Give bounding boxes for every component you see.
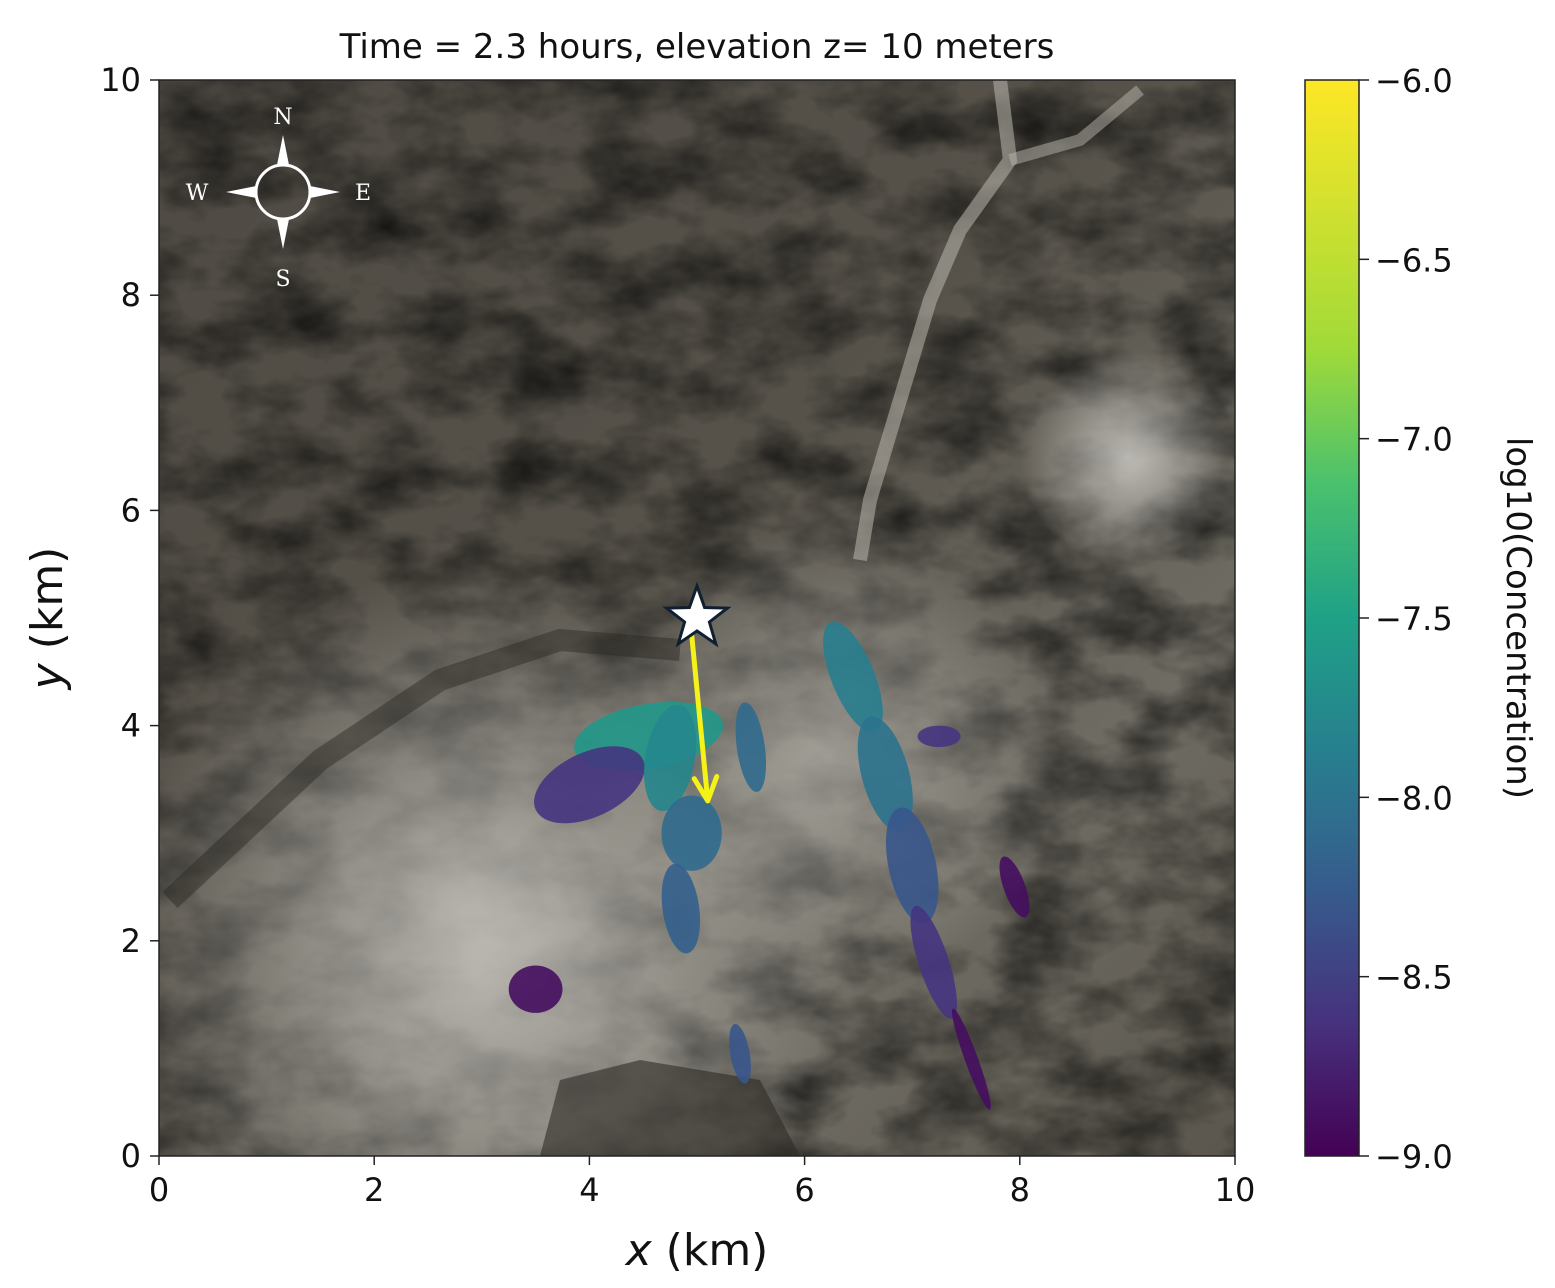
colorbar-tick-label: −6.0 xyxy=(1375,62,1453,100)
x-axis: 0 2 4 6 8 10 xyxy=(149,1156,1256,1209)
y-tick-label: 0 xyxy=(121,1137,141,1175)
compass-n-label: N xyxy=(273,105,292,130)
y-tick-label: 4 xyxy=(121,707,141,745)
plot-frame xyxy=(158,79,1236,1157)
y-tick-label: 8 xyxy=(121,276,141,314)
plume-patch xyxy=(534,746,645,824)
x-axis-label: x (km) xyxy=(624,1225,769,1276)
colorbar-tick-label: −7.0 xyxy=(1375,421,1453,459)
plume-patch xyxy=(910,905,957,1019)
compass-w-label: W xyxy=(186,181,209,206)
y-tick-label: 10 xyxy=(100,61,141,99)
terrain-dark-south xyxy=(540,1060,800,1156)
x-tick-label: 4 xyxy=(579,1171,599,1209)
colorbar-label: log10(Concentration) xyxy=(1498,437,1538,799)
compass-rose: N S E W xyxy=(186,105,371,292)
plume-patch xyxy=(999,856,1030,918)
plume-patch xyxy=(885,807,939,924)
x-tick-label: 10 xyxy=(1215,1171,1256,1209)
plume-patch xyxy=(661,795,722,871)
x-tick-label: 0 xyxy=(149,1171,169,1209)
plume-patch xyxy=(917,725,961,748)
x-tick-label: 8 xyxy=(1010,1171,1030,1209)
colorbar-tick-label: −6.5 xyxy=(1375,241,1453,279)
x-tick-label: 6 xyxy=(794,1171,814,1209)
colorbar xyxy=(1304,79,1360,1157)
compass-needle-s xyxy=(277,219,289,249)
source-star-marker xyxy=(662,581,732,648)
plot-area xyxy=(159,80,1235,1156)
compass-needle-w xyxy=(226,186,256,198)
compass-needle-n xyxy=(277,135,289,165)
plume-patch xyxy=(735,702,767,792)
plume-patch xyxy=(729,1024,751,1084)
plume-patch xyxy=(823,621,883,733)
compass-s-label: S xyxy=(275,267,290,292)
wind-arrow xyxy=(689,631,720,804)
y-tick-label: 2 xyxy=(121,922,141,960)
compass-e-label: E xyxy=(355,181,371,206)
colorbar-tick-label: −9.0 xyxy=(1375,1138,1453,1176)
plume-layer xyxy=(508,621,1030,1110)
terrain-ridge xyxy=(162,628,681,909)
plume-patch xyxy=(643,704,697,812)
colorbar-ticks: −6.0 −6.5 −7.0 −7.5 −8.0 −8.5 −9.0 xyxy=(1359,62,1453,1176)
compass-needle-e xyxy=(310,186,340,198)
plume-patch xyxy=(508,965,563,1013)
colorbar-tick-label: −8.0 xyxy=(1375,779,1453,817)
y-axis: 0 2 4 6 8 10 xyxy=(100,61,159,1175)
plume-patch xyxy=(661,863,701,954)
y-tick-label: 6 xyxy=(121,491,141,529)
y-axis-label: y (km) xyxy=(22,547,73,692)
terrain-road-2 xyxy=(1008,85,1144,166)
plume-patch xyxy=(857,716,913,832)
plume-patch xyxy=(952,1008,991,1110)
x-tick-label: 2 xyxy=(364,1171,384,1209)
chart-title: Time = 2.3 hours, elevation z= 10 meters xyxy=(339,27,1055,67)
colorbar-tick-label: −7.5 xyxy=(1375,600,1453,638)
colorbar-tick-label: −8.5 xyxy=(1375,959,1453,997)
